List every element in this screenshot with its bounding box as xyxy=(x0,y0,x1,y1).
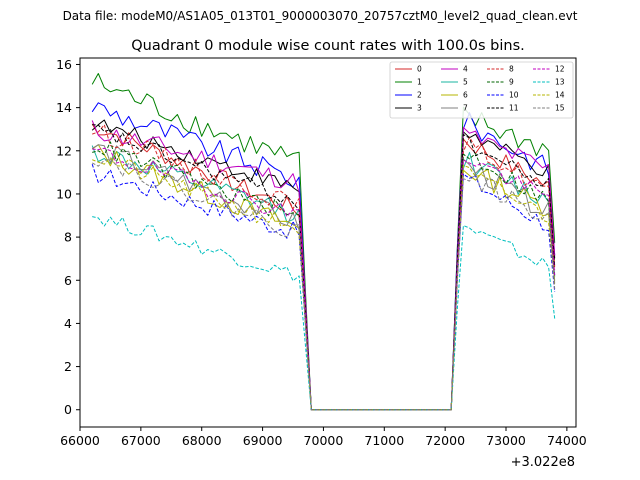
series-line-module-8 xyxy=(92,124,556,411)
x-tick-label: 68000 xyxy=(182,433,222,448)
series-line-module-9 xyxy=(92,141,556,411)
series-line-module-1 xyxy=(91,73,556,411)
series-line-module-0 xyxy=(91,123,556,411)
legend-label: 8 xyxy=(509,65,514,74)
x-tick-label: 66000 xyxy=(60,433,100,448)
legend-label: 6 xyxy=(463,91,468,100)
y-tick-label: 8 xyxy=(64,230,72,245)
series-line-module-7 xyxy=(91,144,556,411)
series-line-module-10 xyxy=(91,164,556,411)
legend-label: 14 xyxy=(555,91,565,100)
plot-frame xyxy=(79,57,577,428)
x-tick-label: 71000 xyxy=(364,433,404,448)
y-tick-label: 16 xyxy=(56,57,72,72)
legend-label: 11 xyxy=(509,104,519,113)
legend-label: 15 xyxy=(555,104,565,113)
legend-label: 3 xyxy=(417,104,422,113)
y-tick-label: 12 xyxy=(56,143,72,158)
series-line-module-13 xyxy=(92,216,556,411)
y-tick-label: 10 xyxy=(56,186,72,201)
series-line-module-2 xyxy=(91,102,556,411)
legend-frame xyxy=(389,61,574,119)
legend-label: 0 xyxy=(417,65,422,74)
chart-title: Quadrant 0 module wise count rates with … xyxy=(131,38,525,54)
x-tick-label: 74000 xyxy=(547,433,587,448)
x-tick-label: 67000 xyxy=(121,433,161,448)
series-line-module-15 xyxy=(91,158,556,411)
figure-suptitle: Data file: modeM0/AS1A05_013T01_90000030… xyxy=(63,9,578,23)
x-tick-label: 69000 xyxy=(243,433,283,448)
series-line-module-11 xyxy=(92,124,556,411)
y-tick-label: 14 xyxy=(56,100,72,115)
y-tick-label: 2 xyxy=(64,359,72,374)
legend-label: 1 xyxy=(417,78,422,87)
legend-label: 10 xyxy=(509,91,519,100)
legend-label: 2 xyxy=(417,91,422,100)
y-axis: 0 2 4 6 8 10 12 14 16 xyxy=(56,57,80,417)
x-tick-label: 72000 xyxy=(425,433,465,448)
y-tick-label: 4 xyxy=(64,316,72,331)
legend-label: 4 xyxy=(463,65,468,74)
x-tick-label: 73000 xyxy=(486,433,526,448)
legend-label: 9 xyxy=(509,78,514,87)
series-line-module-14 xyxy=(92,157,556,411)
x-axis: 66000 67000 68000 69000 70000 71000 72000 73000… xyxy=(60,427,587,448)
series-line-module-12 xyxy=(92,147,556,411)
x-tick-label: 70000 xyxy=(304,433,344,448)
legend-label: 13 xyxy=(555,78,565,87)
y-tick-label: 0 xyxy=(64,402,72,417)
legend-label: 12 xyxy=(555,65,565,74)
x-axis-offset-label: +3.022e8 xyxy=(511,455,575,470)
series-line-module-3 xyxy=(91,119,556,411)
series-line-module-5 xyxy=(91,145,556,411)
y-tick-label: 6 xyxy=(64,273,72,288)
legend-label: 7 xyxy=(463,104,468,113)
legend-label: 5 xyxy=(463,78,468,87)
series-layer xyxy=(91,73,556,411)
